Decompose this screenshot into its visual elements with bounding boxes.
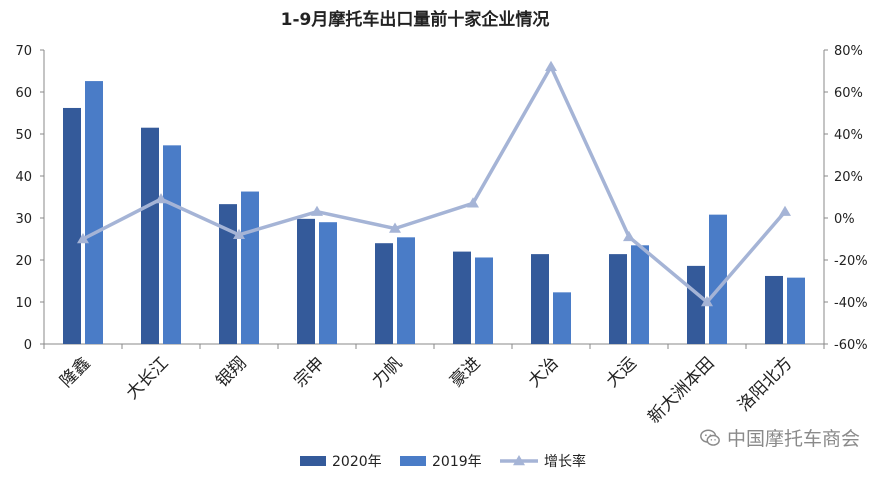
bar-2020年-豪进	[453, 251, 471, 344]
bar-2019年-力帆	[397, 237, 415, 344]
axes: 0 10 20 30 40 50 60 70 -60% -40% -20% 0% 20% 40% 60% 80…	[15, 44, 867, 353]
y-right-tick-label: 20%	[834, 170, 863, 185]
y-left-tick-label: 50	[15, 128, 32, 143]
y-right-tick-label: 60%	[834, 86, 863, 101]
x-tick-labels: 隆鑫 大长江 银翔 宗申 力帆 豪进 大冶 大运 新大洲本田 洛阳北方	[56, 353, 796, 428]
growth-marker-大运	[623, 230, 635, 242]
x-tick-label-大冶: 大冶	[524, 353, 562, 391]
bars	[63, 81, 805, 345]
growth-marker-隆鑫	[77, 233, 89, 244]
legend-swatch-2020年	[300, 456, 326, 466]
bar-2019年-宗申	[319, 222, 337, 344]
legend-swatch-2019年	[400, 456, 426, 466]
chart-title: 1-9月摩托车出口量前十家企业情况	[281, 9, 550, 30]
x-tick-label-新大洲本田: 新大洲本田	[644, 353, 718, 427]
growth-rate-line	[82, 65, 787, 304]
x-tick-label-大运: 大运	[602, 353, 640, 391]
x-tick-label-银翔: 银翔	[212, 353, 250, 391]
y-left-tick-label: 10	[15, 296, 32, 311]
bar-2020年-大长江	[141, 127, 159, 344]
bar-2020年-银翔	[219, 204, 237, 344]
bar-2020年-大冶	[531, 254, 549, 344]
y-right-tick-label: 40%	[834, 128, 863, 143]
y-left-tick-label: 30	[15, 212, 32, 227]
watermark-text: 中国摩托车商会	[726, 428, 860, 450]
growth-marker-银翔	[233, 228, 245, 239]
y-left-tick-label: 60	[15, 86, 32, 101]
bar-2020年-大运	[609, 254, 627, 344]
bar-2019年-新大洲本田	[709, 214, 727, 344]
y-left-tick-label: 0	[24, 338, 32, 353]
bar-2019年-大运	[631, 245, 649, 344]
bar-2019年-银翔	[241, 191, 259, 344]
legend-marker-增长率	[513, 455, 525, 466]
y-left-tick-label: 40	[15, 170, 32, 185]
legend-label-2019年: 2019年	[432, 454, 482, 470]
x-tick-label-力帆: 力帆	[368, 353, 406, 391]
watermark: 中国摩托车商会	[699, 424, 860, 451]
bar-2020年-隆鑫	[63, 107, 81, 345]
growth-marker-豪进	[467, 197, 479, 208]
y-right-tick-label: -20%	[834, 254, 868, 269]
bar-2019年-豪进	[475, 257, 493, 344]
y-right-tick-label: -60%	[834, 338, 868, 353]
x-tick-label-大长江: 大长江	[122, 353, 172, 403]
legend-label-增长率: 增长率	[544, 453, 586, 470]
x-tick-label-洛阳北方: 洛阳北方	[734, 353, 796, 415]
bar-2019年-大冶	[553, 292, 571, 344]
y-left-tick-label: 70	[15, 44, 32, 59]
wechat-icon	[700, 428, 720, 446]
y-right-tick-label: 80%	[834, 44, 863, 59]
legend-label-2020年: 2020年	[332, 454, 382, 470]
bar-2020年-宗申	[297, 218, 315, 344]
bar-2020年-力帆	[375, 243, 393, 344]
bar-2020年-洛阳北方	[765, 275, 783, 344]
growth-line	[77, 60, 791, 307]
bar-2019年-大长江	[163, 145, 181, 344]
bar-2019年-洛阳北方	[787, 277, 805, 344]
growth-marker-宗申	[311, 205, 323, 216]
y-right-tick-label: 0%	[834, 212, 855, 227]
x-tick-label-隆鑫: 隆鑫	[56, 353, 94, 391]
x-tick-label-豪进: 豪进	[446, 353, 485, 392]
legend: 2020年 2019年 增长率	[300, 453, 586, 470]
growth-marker-洛阳北方	[779, 205, 791, 216]
y-left-tick-label: 20	[15, 254, 32, 269]
bar-2019年-隆鑫	[85, 81, 103, 344]
growth-marker-大长江	[155, 193, 167, 204]
x-tick-label-宗申: 宗申	[290, 353, 328, 391]
growth-marker-新大洲本田	[701, 296, 713, 307]
growth-marker-大冶	[545, 60, 557, 71]
bar-2020年-新大洲本田	[687, 265, 705, 344]
y-right-tick-label: -40%	[834, 296, 868, 311]
growth-marker-力帆	[389, 222, 401, 233]
